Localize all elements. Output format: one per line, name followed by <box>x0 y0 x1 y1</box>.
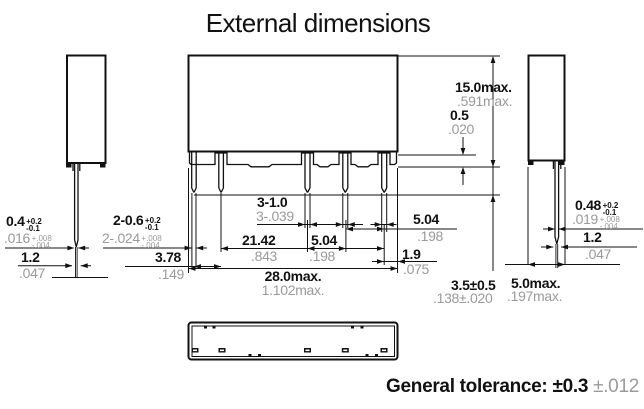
dim-case-width-metric: 28.0max. <box>264 268 322 284</box>
dim-standoff-height-metric: 0.5 <box>450 107 469 123</box>
tolerance-stack: +.008 -.004 <box>599 215 620 231</box>
dimension-value: 0.5 <box>450 107 469 123</box>
dim-right-pin-width-inch: .047 <box>585 246 612 262</box>
right-side-view <box>527 54 566 268</box>
dimension-value: .047 <box>585 246 612 262</box>
dim-pin4-pin5-pitch-metric: 5.04 <box>413 211 440 227</box>
bottom-view-inner-outline <box>191 325 395 357</box>
dimension-value: 0.4 <box>6 213 25 229</box>
front-view-pins <box>191 152 388 193</box>
dim-case-height-inch: .591max. <box>457 93 513 109</box>
dimension-value: 3-.039 <box>256 208 294 224</box>
dim-pin1-pin2-pitch-metric: 3.78 <box>155 249 182 265</box>
left-view-foot-right <box>100 162 106 168</box>
tolerance-stack: +0.2 -0.1 <box>602 201 619 217</box>
dim-pin5-to-edge-inch: .075 <box>403 261 430 277</box>
dim-left-pin-thickness-metric: 0.4 +0.2 -0.1 <box>6 213 42 233</box>
dimension-value: .075 <box>403 261 430 277</box>
dim-pin-length-inch: .138±.020 <box>433 290 493 306</box>
general-tolerance-inch: ±.012 <box>593 376 639 397</box>
dim-pin1-pin2-pitch-inch: .149 <box>158 266 185 282</box>
general-tolerance-label: General tolerance: <box>386 376 548 397</box>
dim-right-pin-thickness-inch: .019 +.008 -.004 <box>572 211 620 231</box>
dimension-value: .138±.020 <box>433 290 493 306</box>
page-title: External dimensions <box>205 8 431 38</box>
dim-left-pin-width-inch: .047 <box>19 265 46 281</box>
dim-large-pins-width-inch: 3-.039 <box>256 208 294 224</box>
dimension-value: 15.0max. <box>455 79 512 95</box>
dimension-value: .198 <box>417 228 444 244</box>
dimension-value: 1.2 <box>583 229 602 245</box>
tolerance-stack: +.008 -.004 <box>141 234 162 250</box>
bottom-view <box>187 321 399 361</box>
dimension-value: 3.5±0.5 <box>451 277 496 293</box>
dim-left-pin-thickness-inch: .016 +.008 -.004 <box>4 230 52 250</box>
dimension-value: 5.0max. <box>511 275 561 291</box>
dimension-value: 2-.024 <box>102 230 140 246</box>
bottom-view-pads <box>191 326 388 357</box>
general-tolerance-metric: ±0.3 <box>552 376 589 397</box>
dimension-value: .149 <box>158 266 185 282</box>
right-view-foot-left <box>528 159 534 165</box>
dimension-value: .843 <box>251 248 278 264</box>
dimension-value: 3-1.0 <box>257 194 288 210</box>
dim-small-pins-width-metric: 2-0.6 +0.2 -0.1 <box>113 212 161 232</box>
dim-standoff-height-inch: .020 <box>448 121 475 137</box>
dim-pin4-pin5-pitch-inch: .198 <box>417 228 444 244</box>
dimension-value: 0.48 <box>575 197 602 213</box>
dimension-value: .591max. <box>457 93 513 109</box>
dimension-value: 21.42 <box>242 232 276 248</box>
right-view-foot-right <box>559 159 565 165</box>
dimension-value: 5.04 <box>311 232 338 248</box>
dim-small-pins-width-inch: 2-.024 +.008 -.004 <box>102 230 162 250</box>
dimension-value: 5.04 <box>413 211 440 227</box>
dimension-value: .020 <box>448 121 475 137</box>
bottom-view-outline <box>187 321 399 361</box>
dim-pin2-pin5-span-inch: .843 <box>251 248 278 264</box>
dimension-value: .016 <box>4 230 31 246</box>
left-view-pin <box>72 163 81 248</box>
front-view <box>187 54 399 193</box>
dim-pin-length-metric: 3.5±0.5 <box>451 277 496 293</box>
dim-large-pins-width-metric: 3-1.0 <box>257 194 288 210</box>
dimension-value: .198 <box>309 248 336 264</box>
dimension-value: 3.78 <box>155 249 182 265</box>
left-side-view <box>66 54 107 278</box>
dim-case-width-inch: 1.102max. <box>261 282 325 298</box>
right-view-body <box>527 54 566 162</box>
dimension-value: .047 <box>19 265 46 281</box>
left-view-foot-left <box>66 162 72 168</box>
tolerance-stack: +0.2 -0.1 <box>144 216 161 232</box>
dim-case-height-metric: 15.0max. <box>455 79 512 95</box>
left-view-pin-extension <box>75 247 78 278</box>
dim-pin3-pin4-pitch-inch: .198 <box>309 248 336 264</box>
dim-left-pin-width-metric: 1.2 <box>21 249 40 265</box>
dim-case-depth-metric: 5.0max. <box>511 275 561 291</box>
dimension-value: 1.9 <box>402 246 421 262</box>
general-tolerance-note: General tolerance: ±0.3 ±.012 <box>386 376 639 398</box>
dim-pin3-pin4-pitch-metric: 5.04 <box>311 232 338 248</box>
dimension-value: 1.102max. <box>261 282 325 298</box>
dimension-value: 1.2 <box>21 249 40 265</box>
front-view-body <box>187 54 399 153</box>
dim-case-depth-inch: .197max. <box>507 288 563 304</box>
left-view-body <box>66 54 107 164</box>
dim-right-pin-thickness-metric: 0.48 +0.2 -0.1 <box>575 197 619 217</box>
dimension-value: .197max. <box>507 288 563 304</box>
front-view-skirt <box>188 152 398 168</box>
dimension-value: 2-0.6 <box>113 212 144 228</box>
tolerance-stack: +.008 -.004 <box>31 234 52 250</box>
dimension-value: 28.0max. <box>264 268 322 284</box>
tolerance-stack: +0.2 -0.1 <box>26 217 42 233</box>
dim-pin2-pin5-span-metric: 21.42 <box>242 232 276 248</box>
bottom-view-pad-slots <box>193 349 386 352</box>
dim-pin5-to-edge-metric: 1.9 <box>402 246 421 262</box>
right-view-pin <box>552 161 562 245</box>
dimension-value: .019 <box>572 211 599 227</box>
dim-right-pin-width-metric: 1.2 <box>583 229 602 245</box>
